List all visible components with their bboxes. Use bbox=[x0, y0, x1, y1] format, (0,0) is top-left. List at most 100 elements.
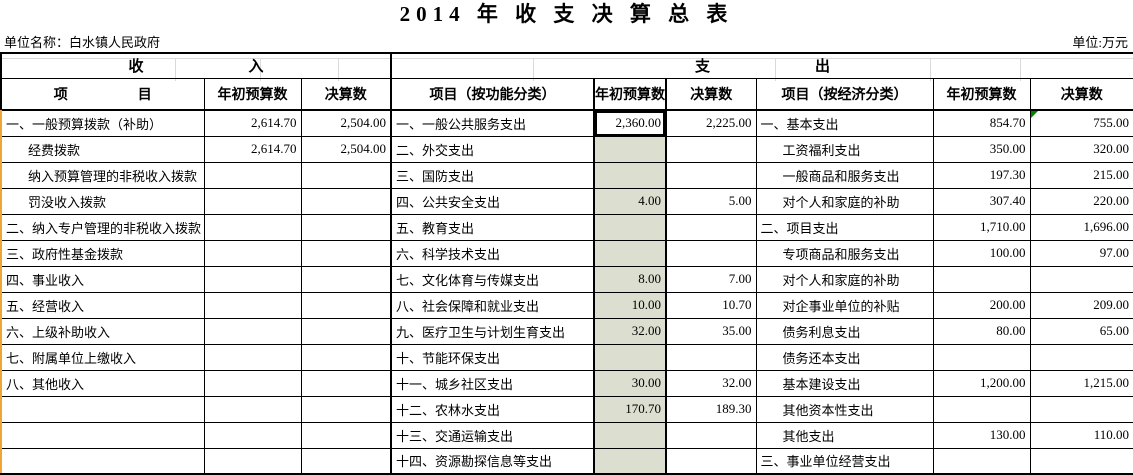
income-budget-header[interactable]: 年初预算数 bbox=[203, 77, 302, 111]
economic-budget-cell[interactable] bbox=[932, 395, 1031, 423]
economic-final-cell[interactable]: 97.00 bbox=[1029, 239, 1133, 267]
economic-budget-cell[interactable]: 350.00 bbox=[932, 135, 1031, 163]
unit-name-cell[interactable]: 单位名称：白水镇人民政府 bbox=[4, 35, 161, 50]
economic-final-cell[interactable]: 1,215.00 bbox=[1029, 369, 1133, 397]
economic-final-cell[interactable]: 220.00 bbox=[1029, 187, 1133, 215]
income-item-cell[interactable]: 四、事业收入 bbox=[0, 265, 205, 293]
economic-final-header[interactable]: 决算数 bbox=[1029, 77, 1133, 111]
income-final-cell[interactable] bbox=[300, 447, 392, 475]
income-item-header[interactable]: 项 目 bbox=[0, 77, 205, 111]
function-final-cell[interactable]: 32.00 bbox=[665, 369, 757, 397]
income-budget-cell[interactable] bbox=[203, 291, 302, 319]
income-final-cell[interactable]: 2,504.00 bbox=[300, 135, 392, 163]
economic-item-cell[interactable]: 债务利息支出 bbox=[755, 317, 934, 345]
function-final-cell[interactable]: 10.70 bbox=[665, 291, 757, 319]
income-item-cell[interactable]: 罚没收入拨款 bbox=[0, 187, 205, 215]
function-final-cell[interactable]: 189.30 bbox=[665, 395, 757, 423]
economic-final-cell[interactable]: 755.00 bbox=[1029, 109, 1133, 137]
economic-item-header[interactable]: 项目（按经济分类） bbox=[755, 77, 934, 111]
income-budget-cell[interactable] bbox=[203, 265, 302, 293]
function-item-cell[interactable]: 八、社会保障和就业支出 bbox=[390, 291, 595, 319]
function-item-header[interactable]: 项目（按功能分类） bbox=[390, 77, 595, 111]
income-final-cell[interactable]: 2,504.00 bbox=[300, 109, 392, 137]
economic-item-cell[interactable]: 其他资本性支出 bbox=[755, 395, 934, 423]
function-item-cell[interactable]: 十四、资源勘探信息等支出 bbox=[390, 447, 595, 475]
economic-budget-cell[interactable]: 197.30 bbox=[932, 161, 1031, 189]
income-item-cell[interactable]: 三、政府性基金拨款 bbox=[0, 239, 205, 267]
income-item-cell[interactable]: 二、纳入专户管理的非税收入拨款 bbox=[0, 213, 205, 241]
economic-item-cell[interactable]: 基本建设支出 bbox=[755, 369, 934, 397]
function-final-cell[interactable] bbox=[665, 239, 757, 267]
economic-item-cell[interactable]: 对个人和家庭的补助 bbox=[755, 265, 934, 293]
income-final-cell[interactable] bbox=[300, 421, 392, 449]
function-budget-cell[interactable]: 32.00 bbox=[593, 317, 667, 345]
economic-item-cell[interactable]: 其他支出 bbox=[755, 421, 934, 449]
income-final-cell[interactable] bbox=[300, 213, 392, 241]
function-item-cell[interactable]: 十二、农林水支出 bbox=[390, 395, 595, 423]
economic-budget-cell[interactable]: 130.00 bbox=[932, 421, 1031, 449]
function-budget-cell[interactable] bbox=[593, 447, 667, 475]
expenditure-band-header[interactable]: 支 出 bbox=[389, 52, 1133, 79]
economic-budget-cell[interactable]: 200.00 bbox=[932, 291, 1031, 319]
income-budget-cell[interactable] bbox=[203, 161, 302, 189]
function-budget-cell[interactable]: 10.00 bbox=[593, 291, 667, 319]
function-final-cell[interactable] bbox=[665, 161, 757, 189]
function-final-cell[interactable]: 7.00 bbox=[665, 265, 757, 293]
economic-budget-cell[interactable] bbox=[932, 265, 1031, 293]
economic-budget-cell[interactable]: 854.70 bbox=[932, 109, 1031, 137]
income-budget-cell[interactable] bbox=[203, 213, 302, 241]
function-item-cell[interactable]: 五、教育支出 bbox=[390, 213, 595, 241]
economic-budget-cell[interactable] bbox=[932, 343, 1031, 371]
economic-final-cell[interactable]: 320.00 bbox=[1029, 135, 1133, 163]
function-final-cell[interactable] bbox=[665, 135, 757, 163]
income-final-cell[interactable] bbox=[300, 343, 392, 371]
function-budget-cell[interactable] bbox=[593, 213, 667, 241]
income-item-cell[interactable] bbox=[0, 421, 205, 449]
income-budget-cell[interactable]: 2,614.70 bbox=[203, 109, 302, 137]
economic-item-cell[interactable]: 对企事业单位的补贴 bbox=[755, 291, 934, 319]
economic-budget-cell[interactable]: 307.40 bbox=[932, 187, 1031, 215]
economic-final-cell[interactable]: 1,696.00 bbox=[1029, 213, 1133, 241]
income-item-cell[interactable]: 纳入预算管理的非税收入拨款 bbox=[0, 161, 205, 189]
income-final-cell[interactable] bbox=[300, 369, 392, 397]
function-final-cell[interactable]: 2,225.00 bbox=[665, 109, 757, 137]
function-item-cell[interactable]: 九、医疗卫生与计划生育支出 bbox=[390, 317, 595, 345]
function-final-cell[interactable]: 5.00 bbox=[665, 187, 757, 215]
economic-final-cell[interactable] bbox=[1029, 395, 1133, 423]
income-item-cell[interactable] bbox=[0, 395, 205, 423]
economic-final-cell[interactable]: 65.00 bbox=[1029, 317, 1133, 345]
income-budget-cell[interactable] bbox=[203, 187, 302, 215]
function-budget-cell[interactable]: 30.00 bbox=[593, 369, 667, 397]
function-item-cell[interactable]: 一、一般公共服务支出 bbox=[390, 109, 595, 137]
function-budget-cell[interactable]: 8.00 bbox=[593, 265, 667, 293]
function-item-cell[interactable]: 六、科学技术支出 bbox=[390, 239, 595, 267]
function-item-cell[interactable]: 十三、交通运输支出 bbox=[390, 421, 595, 449]
economic-item-cell[interactable]: 工资福利支出 bbox=[755, 135, 934, 163]
economic-item-cell[interactable]: 一般商品和服务支出 bbox=[755, 161, 934, 189]
function-item-cell[interactable]: 十、节能环保支出 bbox=[390, 343, 595, 371]
income-item-cell[interactable]: 经费拨款 bbox=[0, 135, 205, 163]
income-budget-cell[interactable] bbox=[203, 369, 302, 397]
function-budget-cell[interactable] bbox=[593, 421, 667, 449]
income-budget-cell[interactable] bbox=[203, 421, 302, 449]
economic-budget-cell[interactable]: 80.00 bbox=[932, 317, 1031, 345]
function-item-cell[interactable]: 四、公共安全支出 bbox=[390, 187, 595, 215]
income-final-cell[interactable] bbox=[300, 291, 392, 319]
income-budget-cell[interactable]: 2,614.70 bbox=[203, 135, 302, 163]
function-item-cell[interactable]: 七、文化体育与传媒支出 bbox=[390, 265, 595, 293]
income-final-cell[interactable] bbox=[300, 317, 392, 345]
income-final-cell[interactable] bbox=[300, 395, 392, 423]
economic-final-cell[interactable]: 209.00 bbox=[1029, 291, 1133, 319]
economic-final-cell[interactable]: 110.00 bbox=[1029, 421, 1133, 449]
unit-of-measure-cell[interactable]: 单位:万元 bbox=[1072, 35, 1128, 50]
economic-item-cell[interactable]: 二、项目支出 bbox=[755, 213, 934, 241]
income-budget-cell[interactable] bbox=[203, 239, 302, 267]
income-final-header[interactable]: 决算数 bbox=[300, 77, 392, 111]
income-final-cell[interactable] bbox=[300, 265, 392, 293]
function-item-cell[interactable]: 二、外交支出 bbox=[390, 135, 595, 163]
income-item-cell[interactable]: 六、上级补助收入 bbox=[0, 317, 205, 345]
function-budget-cell[interactable] bbox=[593, 239, 667, 267]
function-budget-header[interactable]: 年初预算数 bbox=[593, 77, 667, 111]
income-item-cell[interactable] bbox=[0, 447, 205, 475]
economic-final-cell[interactable]: 215.00 bbox=[1029, 161, 1133, 189]
